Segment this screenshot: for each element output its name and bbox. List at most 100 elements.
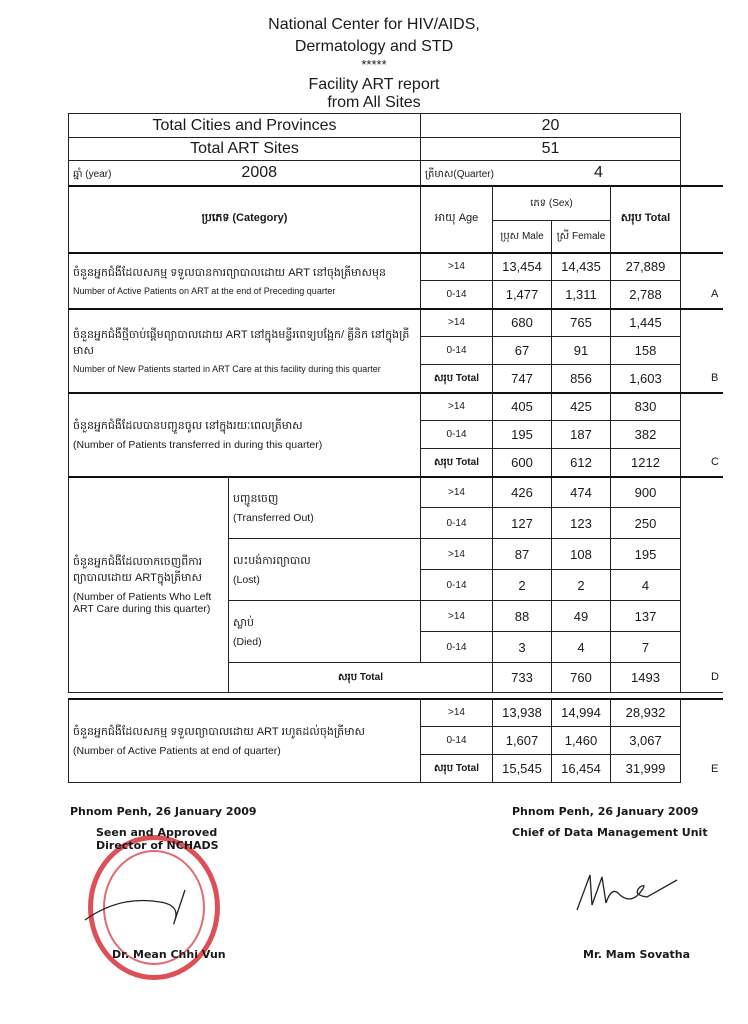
left-date: Phnom Penh, 26 January 2009 <box>70 805 257 818</box>
category-en: Number of New Patients started in ART Ca… <box>73 363 381 374</box>
sites-value: 51 <box>420 137 681 161</box>
quarter-cell: ត្រីមាស(Quarter) 4 <box>420 160 681 186</box>
table-row: ចំនួនអ្នកជំងឺថ្មីចាប់ផ្តើមព្យាបាលដោយ ART… <box>68 307 723 393</box>
cell-total: 28,932 <box>610 697 681 727</box>
cell-total: 137 <box>610 600 681 632</box>
cell-male: 600 <box>492 448 552 477</box>
cell-total: 1212 <box>610 448 681 477</box>
cell-age: >14 <box>420 251 493 281</box>
cell-female: 612 <box>551 448 611 477</box>
official-stamp <box>88 835 220 980</box>
cities-value: 20 <box>420 113 681 138</box>
category-kh: ចំនួនអ្នកជំងឺថ្មីចាប់ផ្តើមព្យាបាលដោយ ART… <box>73 328 410 357</box>
cell-female: 187 <box>551 420 611 449</box>
subcategory: លះបង់ការព្យាបាល (Lost) <box>228 538 421 601</box>
subcategory-en: (Died) <box>233 635 262 648</box>
cell-female: 4 <box>551 631 611 663</box>
right-date: Phnom Penh, 26 January 2009 <box>512 805 699 818</box>
cell-female: 425 <box>551 391 611 421</box>
year-value: 2008 <box>241 163 278 181</box>
cell-age: >14 <box>420 307 493 337</box>
table-row: 0-14 195 187 382 <box>69 420 723 449</box>
cell-total: 4 <box>610 569 681 601</box>
cell-male: 3 <box>492 631 552 663</box>
table-row: 0-14 3 4 7 <box>69 631 723 663</box>
chief-name: Mr. Mam Sovatha <box>583 948 691 961</box>
cell-total: 1,445 <box>610 307 681 337</box>
cell-total: 1493 <box>610 662 681 693</box>
subcategory: ស្លាប់ (Died) <box>228 600 421 663</box>
category-B: ចំនួនអ្នកជំងឺថ្មីចាប់ផ្តើមព្យាបាលដោយ ART… <box>68 307 421 393</box>
sites-label: Total ART Sites <box>68 137 421 161</box>
cell-male: 67 <box>492 336 552 365</box>
cell-male: 1,477 <box>492 280 552 309</box>
col-total: សរុប Total <box>610 184 681 253</box>
table-row: សរុប Total 747 856 1,603 B <box>69 364 723 393</box>
quarter-label: ត្រីមាស(Quarter) <box>425 168 494 180</box>
cell-total: 31,999 <box>610 754 681 783</box>
subcategory-en: (Lost) <box>233 573 260 586</box>
subcategory: បញ្ជូនចេញ (Transferred Out) <box>228 475 421 539</box>
col-category: ប្រភេទ (Category) <box>68 184 421 253</box>
cell-male: 405 <box>492 391 552 421</box>
row-letter: C <box>711 456 719 468</box>
cell-age: 0-14 <box>420 569 493 601</box>
col-sex: ភេទ (Sex) <box>492 184 611 221</box>
cell-age: សរុប Total <box>420 364 493 393</box>
cell-female: 856 <box>551 364 611 393</box>
row-letter: E <box>711 762 719 775</box>
cell-female: 14,994 <box>551 697 611 727</box>
category-C: ចំនួនអ្នកជំងឺដែលបានបញ្ជូនចូល នៅក្នុងរយៈព… <box>68 391 421 477</box>
quarter-value: 4 <box>593 163 603 181</box>
cell-total: 1,603 <box>610 364 681 393</box>
org-name-line1: National Center for HIV/AIDS, <box>268 16 480 33</box>
director-signature <box>84 889 186 925</box>
cell-female: 123 <box>551 507 611 539</box>
cell-total: 158 <box>610 336 681 365</box>
cell-age: 0-14 <box>420 420 493 449</box>
cell-age: >14 <box>420 475 493 508</box>
cell-female: 49 <box>551 600 611 632</box>
table-row: ចំនួនអ្នកជំងឺដែលសកម្ម ទទួលបានការព្យាបាលដ… <box>68 251 723 309</box>
table-row: សរុប Total 15,545 16,454 31,999 E <box>69 754 723 783</box>
category-A: ចំនួនអ្នកជំងឺដែលសកម្ម ទទួលបានការព្យាបាលដ… <box>68 251 421 309</box>
row-letter: D <box>711 671 719 684</box>
category-en: (Number of Active Patients at end of qua… <box>73 744 281 757</box>
cell-total: 7 <box>610 631 681 663</box>
category-kh: ចំនួនអ្នកជំងឺដែលសកម្ម ទទួលព្យាបាលដោយ ART… <box>73 725 366 738</box>
cell-female: 1,311 <box>551 280 611 309</box>
table-row: ស្លាប់ (Died) >14 88 49 137 <box>69 600 723 663</box>
cell-male: 127 <box>492 507 552 539</box>
cell-female: 91 <box>551 336 611 365</box>
cell-female: 108 <box>551 538 611 570</box>
cell-male: 680 <box>492 307 552 337</box>
art-report-table: Total Cities and Provinces 20 Total ART … <box>68 113 723 783</box>
row-letter: B <box>711 372 719 384</box>
cell-female: 16,454 <box>551 754 611 783</box>
table-row: 0-14 67 91 158 <box>69 336 723 365</box>
subcategory-en: (Transferred Out) <box>233 511 314 524</box>
cell-total: 382 <box>610 420 681 449</box>
table-row: សរុប Total 733 760 1493 D <box>69 662 723 693</box>
table-row: ចំនួនអ្នកជំងឺដែលចាកចេញពីការព្យាបាលដោយ AR… <box>68 475 723 693</box>
cell-age: 0-14 <box>420 726 493 755</box>
category-en: Number of Active Patients on ART at the … <box>73 285 336 296</box>
cell-total: 27,889 <box>610 251 681 281</box>
table-row: ចំនួនអ្នកជំងឺដែលបានបញ្ជូនចូល នៅក្នុងរយៈព… <box>68 391 723 477</box>
category-kh: ចំនួនអ្នកជំងឺដែលសកម្ម ទទួលបានការព្យាបាលដ… <box>73 266 386 279</box>
cities-label: Total Cities and Provinces <box>68 113 421 138</box>
cell-total: 3,067 <box>610 726 681 755</box>
cell-male: 426 <box>492 475 552 508</box>
cell-female: 1,460 <box>551 726 611 755</box>
report-title: Facility ART report <box>308 76 440 93</box>
cell-male: 15,545 <box>492 754 552 783</box>
cell-male: 88 <box>492 600 552 632</box>
org-name-line2: Dermatology and STD <box>294 38 454 55</box>
chief-signature <box>576 874 678 911</box>
category-E: ចំនួនអ្នកជំងឺដែលសកម្ម ទទួលព្យាបាលដោយ ART… <box>68 697 421 783</box>
category-en: (Number of Patients Who Left ART Care du… <box>73 590 212 615</box>
cell-total: 830 <box>610 391 681 421</box>
cell-male: 13,938 <box>492 697 552 727</box>
category-kh: ចំនួនអ្នកជំងឺដែលចាកចេញពីការព្យាបាលដោយ AR… <box>73 555 203 584</box>
year-cell: ឆ្នាំ (year) 2008 <box>68 160 421 186</box>
